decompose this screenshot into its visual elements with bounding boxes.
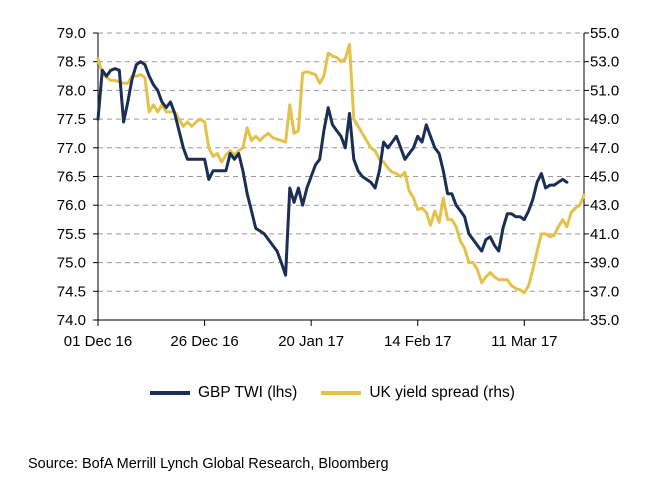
- x-axis-ticks: 01 Dec 16 26 Dec 16 20 Jan 17 14 Feb 17 11 M…: [64, 333, 558, 350]
- left-tick-label: 75.5: [57, 226, 86, 243]
- left-tick-label: 76.0: [57, 197, 86, 214]
- legend-label-uk-yield-spread: UK yield spread (rhs): [369, 384, 515, 401]
- legend-label-gbp-twi: GBP TWI (lhs): [198, 384, 298, 401]
- left-tick-label: 75.0: [57, 255, 86, 272]
- left-tick-label: 78.5: [57, 54, 86, 71]
- left-axis-ticks: 74.0 74.5 75.0 75.5 76.0 76.5 77.0 77.5 78.0 78.5…: [57, 25, 86, 329]
- x-tick-label: 01 Dec 16: [64, 333, 132, 350]
- right-tick-label: 53.0: [590, 54, 619, 71]
- right-axis-ticks: 35.0 37.0 39.0 41.0 43.0 45.0 47.0 49.0 51.0 53.0…: [590, 25, 619, 329]
- right-tick-label: 37.0: [590, 283, 619, 300]
- axes: [93, 32, 589, 326]
- legend-item-uk-yield-spread: UK yield spread (rhs): [321, 384, 515, 402]
- x-tick-label: 26 Dec 16: [170, 333, 238, 350]
- x-tick-label: 20 Jan 17: [278, 333, 344, 350]
- right-tick-label: 55.0: [590, 25, 619, 42]
- right-tick-label: 49.0: [590, 111, 619, 128]
- left-tick-label: 77.0: [57, 140, 86, 157]
- left-tick-label: 78.0: [57, 82, 86, 99]
- left-tick-label: 77.5: [57, 111, 86, 128]
- legend-swatch-gbp-twi: [150, 391, 190, 395]
- x-tick-label: 14 Feb 17: [384, 333, 452, 350]
- chart: 74.0 74.5 75.0 75.5 76.0 76.5 77.0 77.5 78.0 78.5…: [57, 25, 619, 350]
- right-tick-label: 51.0: [590, 82, 619, 99]
- legend: GBP TWI (lhs) UK yield spread (rhs): [150, 382, 570, 404]
- gridlines: [98, 32, 584, 292]
- legend-item-gbp-twi: GBP TWI (lhs): [150, 384, 297, 402]
- right-tick-label: 41.0: [590, 226, 619, 243]
- left-tick-label: 76.5: [57, 169, 86, 186]
- right-tick-label: 39.0: [590, 255, 619, 272]
- series-line-uk-yield-spread: [96, 43, 586, 295]
- left-tick-label: 74.5: [57, 283, 86, 300]
- x-tick-label: 11 Mar 17: [491, 333, 557, 350]
- left-tick-label: 74.0: [57, 312, 86, 329]
- left-tick-label: 79.0: [57, 25, 86, 42]
- right-tick-label: 35.0: [590, 312, 619, 329]
- series-line-gbp-twi: [96, 60, 569, 277]
- source-note: Source: BofA Merrill Lynch Global Resear…: [28, 456, 389, 472]
- right-tick-label: 47.0: [590, 140, 619, 157]
- legend-swatch-uk-yield-spread: [321, 391, 362, 395]
- right-tick-label: 43.0: [590, 197, 619, 214]
- series-lines: [96, 43, 586, 295]
- right-tick-label: 45.0: [590, 169, 619, 186]
